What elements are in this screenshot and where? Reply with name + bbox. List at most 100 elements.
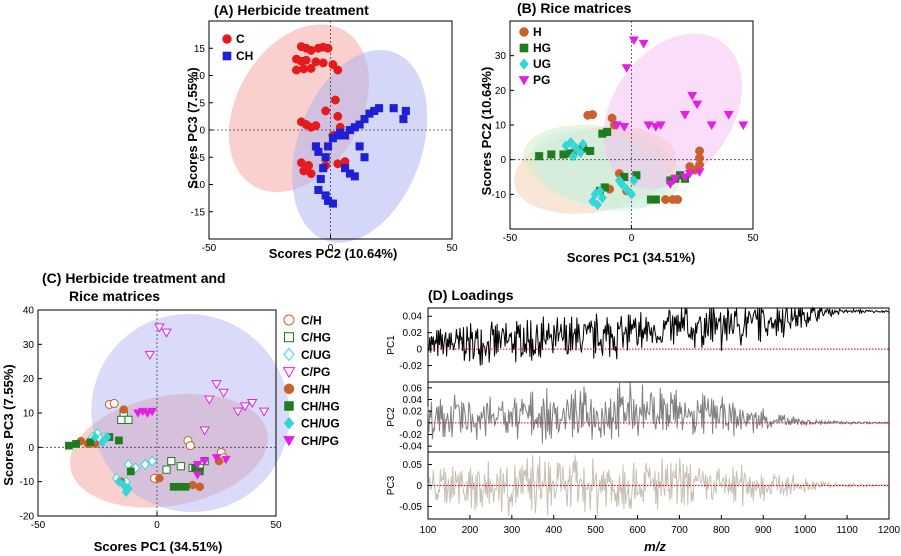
panel-d-xlabel: m/z	[644, 539, 666, 554]
point-PG	[679, 173, 691, 183]
x-tick-label: 700	[671, 525, 688, 536]
point-HG	[651, 195, 660, 204]
point-C/HG	[176, 462, 185, 471]
legend-label-UG: UG	[533, 57, 551, 71]
legend-label-C/PG: C/PG	[301, 365, 330, 379]
point-UG	[578, 138, 588, 150]
point-CH/UG	[97, 436, 107, 448]
point-CH	[375, 104, 384, 113]
x-tick-label: 300	[503, 525, 520, 536]
point-CH/PG	[147, 407, 158, 417]
point-UG	[566, 136, 576, 148]
point-CH	[321, 153, 330, 162]
x-tick-label: 1100	[836, 525, 858, 536]
y-tick-label: -0.02	[399, 361, 422, 372]
y-tick-label: -5	[196, 153, 205, 164]
point-PG	[687, 91, 698, 101]
x-tick-label: 500	[587, 525, 604, 536]
point-CH	[314, 147, 323, 156]
legend-marker-C/UG	[283, 347, 295, 362]
y-tick-label: 10	[495, 121, 507, 132]
point-PG	[723, 110, 734, 120]
point-C/PG	[199, 426, 210, 436]
legend-label-CH/H: CH/H	[301, 382, 330, 396]
point-CH	[314, 185, 323, 194]
confidence-ellipse-CH	[91, 313, 290, 513]
y-tick-label: 0	[500, 155, 506, 166]
point-PG	[619, 123, 630, 132]
point-HG	[586, 146, 595, 156]
point-C/UG	[147, 455, 157, 467]
point-UG	[571, 142, 581, 153]
confidence-ellipse-PG	[603, 33, 743, 189]
point-HG	[547, 150, 556, 159]
point-C	[333, 111, 343, 121]
point-CH/PG	[199, 457, 210, 466]
legend-marker-HG	[519, 43, 529, 53]
point-C	[292, 65, 301, 75]
point-CH/HG	[126, 467, 135, 476]
point-CH/H	[188, 480, 197, 490]
point-C/PG	[211, 380, 222, 390]
legend-label-PG: PG	[533, 73, 550, 87]
point-UG	[622, 183, 632, 195]
point-C	[330, 95, 340, 105]
point-CH	[360, 153, 369, 162]
y-tick-label: 30	[23, 340, 35, 351]
point-PG	[665, 180, 676, 190]
point-C/PG	[144, 350, 156, 361]
point-C/H	[109, 398, 119, 408]
y-tick-label: -15	[191, 207, 206, 218]
panel-b-title: (B) Rice matrices	[517, 0, 632, 16]
panel-d-plot: 0.040.020-0.02PC10.060.040.020-0.02-0.04…	[386, 306, 901, 536]
legend-marker-C/HG	[284, 332, 294, 343]
point-PG	[684, 169, 695, 179]
y-tick-label: 15	[194, 44, 206, 55]
panel-d: (D) Loadings 0.040.020-0.02PC10.060.040.…	[386, 287, 901, 554]
point-CH/UG	[114, 476, 124, 487]
point-UG	[592, 199, 603, 211]
legend-label-C/H: C/H	[301, 314, 322, 328]
point-C/UG	[140, 458, 150, 471]
x-tick-label: 200	[462, 525, 479, 536]
point-C	[306, 169, 316, 179]
y-tick-label: 5	[199, 98, 205, 109]
point-CH	[350, 172, 359, 181]
panel-c-xlabel: Scores PC1 (34.51%)	[94, 539, 223, 554]
legend-marker-UG	[519, 58, 529, 70]
legend-marker-CH/HG	[284, 401, 294, 411]
point-UG	[575, 147, 585, 159]
point-PG	[638, 39, 649, 49]
x-tick-label: 0	[154, 520, 160, 531]
point-CH/HG	[115, 436, 123, 445]
y-tick-label: 40	[23, 306, 35, 317]
point-CH/UG	[102, 431, 112, 443]
x-tick-label: 50	[270, 520, 282, 531]
x-tick-label: -50	[202, 243, 217, 254]
y-tick-label: 0.05	[403, 460, 423, 471]
y-tick-label: 0.02	[403, 407, 423, 418]
y-tick-label: -20	[20, 512, 35, 523]
point-CH/PG	[211, 454, 222, 463]
legend-label-CH/PG: CH/PG	[301, 434, 339, 448]
point-UG	[568, 150, 578, 162]
loading-axis-label-PC2: PC2	[386, 407, 397, 427]
legend-label-CH/HG: CH/HG	[301, 400, 340, 414]
point-CH/PG	[133, 409, 143, 418]
x-tick-label: 0	[629, 233, 635, 244]
point-CH	[399, 115, 408, 124]
legend-label-CH: CH	[236, 49, 253, 63]
x-tick-label: 100	[420, 525, 437, 536]
loading-panel-PC2: 0.060.040.020-0.02-0.04 PC2	[386, 381, 890, 453]
x-tick-label: 50	[747, 233, 759, 244]
loading-frame	[427, 307, 890, 383]
point-C/HG	[124, 415, 133, 424]
y-tick-label: 0.04	[403, 395, 423, 406]
legend-label-C/HG: C/HG	[301, 331, 331, 345]
x-tick-label: 400	[545, 525, 562, 536]
panel-a: (A) Herbicide treatment -50 0 50151050-5-1…	[185, 2, 458, 261]
y-tick-label: 0	[416, 481, 422, 492]
panel-c: (C) Herbicide treatment and Rice matrice…	[1, 270, 340, 554]
y-tick-label: 0	[416, 345, 422, 356]
